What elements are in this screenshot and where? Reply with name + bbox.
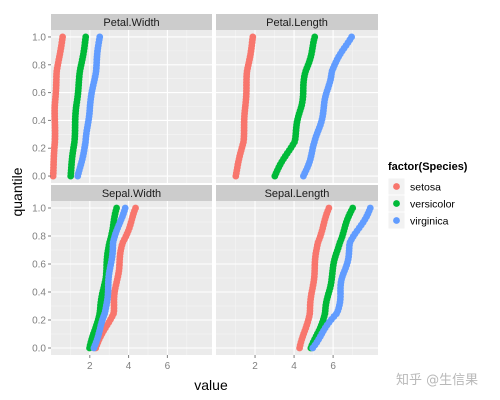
legend-label: virginica [410, 216, 449, 228]
data-point-virginica [121, 204, 129, 212]
series-setosa [92, 204, 139, 352]
legend-label: setosa [410, 182, 441, 194]
series-versicolor [271, 33, 319, 180]
y-tick-label: 0.4 [32, 288, 46, 299]
data-point-virginica [366, 204, 374, 212]
series-versicolor [307, 204, 357, 352]
legend-marker [393, 217, 400, 224]
series-virginica [74, 33, 104, 180]
facet-strip [216, 185, 378, 201]
axes-layer: 0.0 0.2 0.4 0.6 0.8 1.0 0.0 0.2 0.4 0.6 0.8 1.0 2 4 6 2… [32, 32, 336, 372]
data-point-versicolor [311, 33, 319, 41]
y-tick-label: 0.2 [32, 316, 46, 327]
legend-item-setosa: setosa [387, 177, 441, 196]
series-virginica [300, 33, 356, 180]
panel-sepal-length: Sepal.Length [216, 185, 378, 355]
x-tick-label: 6 [330, 361, 336, 372]
facet-strip-label: Sepal.Length [265, 188, 330, 200]
data-point-virginica [348, 33, 356, 41]
data-point-setosa [59, 33, 67, 41]
x-tick-label: 4 [126, 361, 132, 372]
legend-item-versicolor: versicolor [387, 194, 455, 213]
x-tick-label: 2 [87, 361, 93, 372]
panels-layer: Petal.Width Petal.Length Sepal.Width Sepal.… [49, 14, 378, 355]
legend-label: versicolor [410, 199, 455, 211]
panel-petal-width: Petal.Width [49, 14, 212, 183]
data-point-versicolor [349, 204, 357, 212]
facet-strip-label: Petal.Width [103, 17, 159, 29]
series-setosa [296, 204, 333, 352]
x-tick-label: 4 [291, 361, 297, 372]
facet-strip-label: Petal.Length [266, 17, 328, 29]
facet-strip [51, 14, 212, 30]
legend-marker [393, 200, 400, 207]
y-tick-label: 0.0 [32, 172, 46, 183]
data-point-setosa [325, 204, 333, 212]
series-virginica [309, 204, 374, 352]
legend: factor(Species) setosa versicolor virginica [387, 161, 468, 230]
data-point-versicolor [82, 33, 90, 41]
series-versicolor [67, 33, 90, 180]
facet-strip-label: Sepal.Width [102, 188, 161, 200]
series-setosa [49, 33, 67, 180]
data-point-setosa [249, 33, 257, 41]
y-tick-label: 1.0 [32, 204, 46, 215]
series-setosa [232, 33, 257, 180]
data-point-virginica [96, 33, 104, 41]
y-tick-label: 1.0 [32, 32, 46, 43]
y-tick-label: 0.0 [32, 344, 46, 355]
y-axis-title: quantile [9, 167, 25, 216]
panel-sepal-width: Sepal.Width [51, 185, 212, 355]
facet-strip [51, 185, 212, 201]
y-tick-label: 0.8 [32, 60, 46, 71]
x-tick-label: 6 [165, 361, 171, 372]
series-virginica [90, 204, 129, 352]
y-tick-label: 0.4 [32, 116, 46, 127]
watermark-text: 知乎 @生信果 [396, 372, 478, 388]
legend-title: factor(Species) [388, 161, 468, 173]
data-point-setosa [132, 204, 139, 212]
panel-petal-length: Petal.Length [216, 14, 378, 183]
x-axis-title: value [194, 377, 228, 393]
y-tick-label: 0.8 [32, 232, 46, 243]
data-point-versicolor [113, 204, 120, 212]
y-tick-label: 0.6 [32, 260, 46, 271]
legend-item-virginica: virginica [387, 211, 449, 230]
y-tick-label: 0.2 [32, 144, 46, 155]
x-tick-label: 2 [252, 361, 258, 372]
y-tick-label: 0.6 [32, 88, 46, 99]
facet-strip [216, 14, 378, 30]
legend-marker [393, 183, 400, 190]
